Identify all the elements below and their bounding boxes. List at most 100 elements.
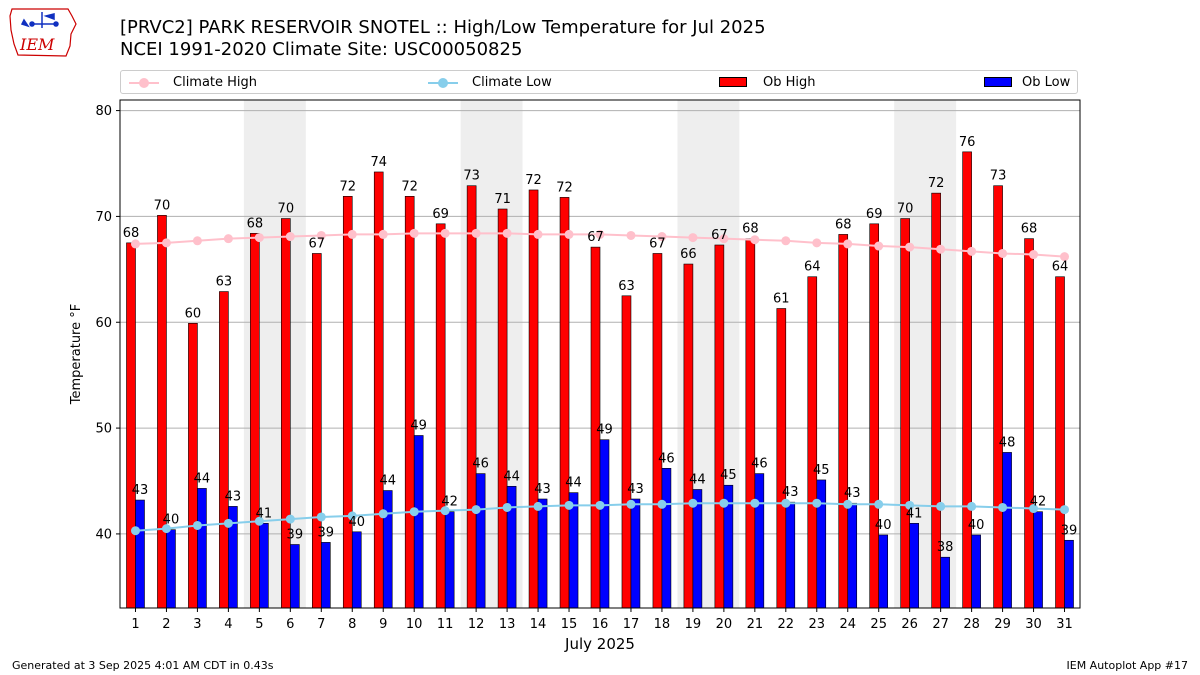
ob-high-bar xyxy=(838,234,849,609)
ob-low-label: 44 xyxy=(503,469,520,484)
ob-high-bar xyxy=(807,276,818,609)
x-tick-label: 3 xyxy=(193,617,201,632)
x-tick-label: 21 xyxy=(747,617,764,632)
y-tick-label: 80 xyxy=(95,104,112,119)
climate-high-point xyxy=(316,230,326,240)
legend-swatch-ob-low xyxy=(984,77,1012,87)
x-tick-label: 19 xyxy=(685,617,702,632)
x-tick-label: 28 xyxy=(963,617,980,632)
ob-low-bar xyxy=(351,531,362,609)
ob-high-label: 72 xyxy=(928,176,945,191)
ob-high-bar xyxy=(404,196,415,609)
climate-low-point xyxy=(378,509,388,519)
climate-low-point xyxy=(533,501,543,511)
climate-high-point xyxy=(1060,252,1070,262)
ob-low-label: 43 xyxy=(844,486,861,501)
ob-low-label: 44 xyxy=(194,471,211,486)
ob-high-label: 74 xyxy=(370,155,387,170)
ob-high-label: 70 xyxy=(897,202,914,217)
ob-high-bar xyxy=(900,218,910,609)
legend-label-climate-low: Climate Low xyxy=(472,75,552,90)
ob-high-bar xyxy=(188,323,198,609)
climate-low-point xyxy=(750,498,760,508)
ob-high-label: 72 xyxy=(525,173,542,188)
ob-low-bar xyxy=(1064,539,1074,609)
ob-high-label: 63 xyxy=(618,279,635,294)
ob-high-bar xyxy=(219,291,229,609)
ob-high-label: 72 xyxy=(339,179,356,194)
y-tick-label: 40 xyxy=(95,527,112,542)
ob-low-label: 43 xyxy=(225,489,242,504)
climate-low-point xyxy=(967,501,977,511)
ob-high-label: 70 xyxy=(154,198,171,213)
ob-low-label: 48 xyxy=(999,435,1016,450)
ob-high-label: 69 xyxy=(866,207,883,222)
x-tick-label: 4 xyxy=(224,617,232,632)
climate-high-point xyxy=(750,235,760,245)
climate-high-point xyxy=(719,234,729,244)
climate-low-point xyxy=(564,500,574,510)
climate-high-point xyxy=(161,238,171,248)
ob-low-bar xyxy=(661,467,672,609)
x-tick-label: 10 xyxy=(406,617,423,632)
ob-high-bar xyxy=(745,238,756,609)
iem-logo: IEM xyxy=(9,8,77,57)
ob-low-label: 46 xyxy=(658,451,675,466)
iem-logo-text: IEM xyxy=(19,35,55,54)
climate-high-point xyxy=(409,228,419,238)
x-tick-label: 15 xyxy=(561,617,578,632)
ob-low-label: 44 xyxy=(689,472,706,487)
climate-low-point xyxy=(719,498,729,508)
x-tick-label: 7 xyxy=(317,617,325,632)
climate-low-point xyxy=(626,499,636,509)
climate-high-point xyxy=(874,241,884,251)
x-axis-title: July 2025 xyxy=(564,635,635,653)
climate-low-point xyxy=(316,512,326,522)
ob-low-bar xyxy=(259,523,269,609)
ob-high-label: 71 xyxy=(494,192,511,207)
climate-high-point xyxy=(564,229,574,239)
climate-high-point xyxy=(998,248,1008,258)
climate-high-point xyxy=(688,233,698,243)
climate-high-point xyxy=(781,236,791,246)
x-tick-label: 23 xyxy=(809,617,826,632)
ob-low-bar xyxy=(537,498,548,609)
weather-station-icon xyxy=(20,12,59,28)
ob-low-label: 49 xyxy=(410,418,427,433)
ob-high-bar xyxy=(1024,238,1034,609)
climate-low-point xyxy=(223,518,233,528)
ob-high-label: 72 xyxy=(556,180,573,195)
x-tick-label: 14 xyxy=(530,617,547,632)
x-tick-label: 18 xyxy=(654,617,671,632)
ob-high-bar xyxy=(683,263,694,609)
ob-high-bar xyxy=(435,223,446,609)
x-tick-label: 31 xyxy=(1056,617,1073,632)
climate-high-point xyxy=(347,229,357,239)
climate-high-point xyxy=(967,246,977,256)
y-tick-label: 60 xyxy=(95,316,112,331)
y-axis-title: Temperature °F xyxy=(69,304,84,405)
climate-low-point xyxy=(1029,504,1039,514)
climate-high-point xyxy=(130,239,140,249)
x-tick-label: 2 xyxy=(162,617,170,632)
ob-high-label: 67 xyxy=(649,236,666,251)
ob-low-bar xyxy=(971,534,981,609)
ob-low-label: 40 xyxy=(875,518,892,533)
ob-high-label: 67 xyxy=(711,228,728,243)
chart-title: [PRVC2] PARK RESERVOIR SNOTEL :: High/Lo… xyxy=(120,17,766,38)
ob-low-label: 42 xyxy=(441,495,458,510)
climate-high-point xyxy=(285,232,295,242)
chart-legend: Climate High Climate Low Ob High Ob Low xyxy=(120,70,1078,94)
x-tick-label: 30 xyxy=(1025,617,1042,632)
legend-label-ob-high: Ob High xyxy=(763,75,816,90)
ob-high-label: 70 xyxy=(278,202,295,217)
x-tick-label: 11 xyxy=(437,617,454,632)
climate-low-point xyxy=(688,498,698,508)
climate-low-point xyxy=(440,506,450,516)
ob-low-bar xyxy=(599,439,610,609)
ob-high-bar xyxy=(281,218,291,609)
ob-high-label: 66 xyxy=(680,247,697,262)
ob-low-bar xyxy=(1033,511,1043,609)
ob-high-bar xyxy=(528,189,539,609)
